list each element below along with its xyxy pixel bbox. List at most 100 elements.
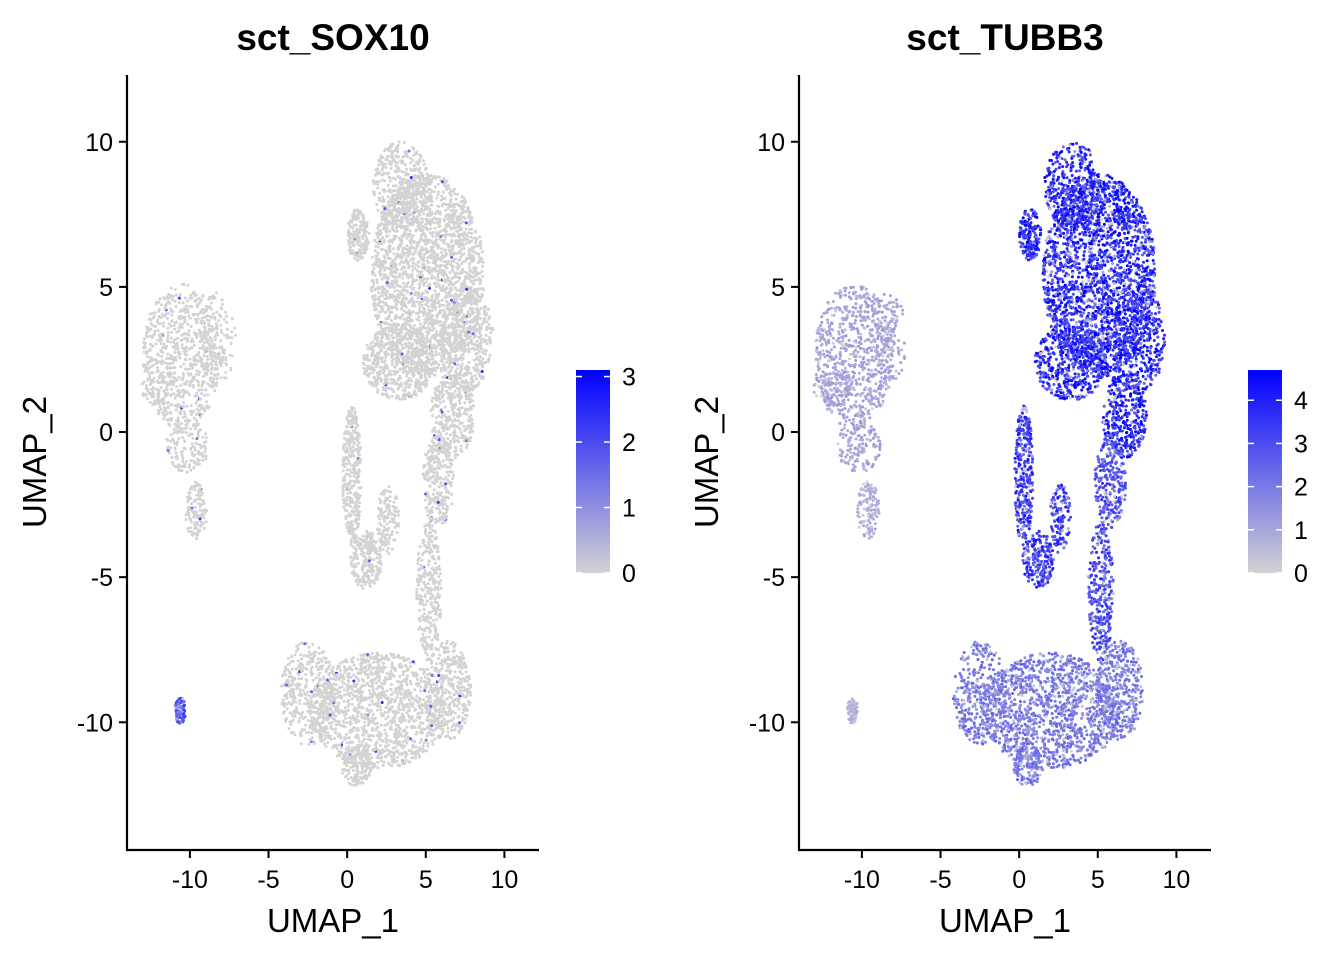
cell-point bbox=[207, 333, 210, 336]
cell-point bbox=[480, 297, 483, 300]
cell-point bbox=[193, 356, 196, 359]
cell-point bbox=[426, 256, 429, 259]
cell-point bbox=[176, 707, 179, 710]
cell-point bbox=[446, 267, 449, 270]
cell-point bbox=[183, 704, 186, 707]
cell-point bbox=[377, 345, 380, 348]
cell-point bbox=[465, 221, 468, 224]
cell-point bbox=[406, 250, 409, 253]
cell-point bbox=[203, 512, 206, 515]
cell-point bbox=[162, 325, 165, 328]
cell-point bbox=[207, 298, 210, 301]
cell-point bbox=[409, 299, 412, 302]
cell-point bbox=[396, 248, 399, 251]
cell-point bbox=[460, 331, 463, 334]
cell-point bbox=[405, 168, 408, 171]
cell-point bbox=[474, 374, 477, 377]
cell-point bbox=[188, 305, 191, 308]
cell-point bbox=[382, 273, 385, 276]
cell-point bbox=[201, 317, 204, 320]
cell-point bbox=[184, 447, 187, 450]
cell-point bbox=[419, 154, 422, 157]
cell-point bbox=[466, 206, 469, 209]
cell-point bbox=[196, 369, 199, 372]
cell-point bbox=[370, 279, 373, 282]
cell-point bbox=[445, 350, 448, 353]
cell-point bbox=[406, 203, 409, 206]
cell-point bbox=[392, 184, 395, 187]
cell-point bbox=[199, 505, 202, 508]
cell-point bbox=[467, 310, 470, 313]
cell-point bbox=[206, 406, 209, 409]
cell-point bbox=[415, 167, 418, 170]
cell-point bbox=[175, 403, 178, 406]
cell-point bbox=[192, 532, 195, 535]
cell-point bbox=[423, 188, 426, 191]
cell-point bbox=[458, 224, 461, 227]
cell-point bbox=[422, 200, 425, 203]
cell-point bbox=[363, 356, 366, 359]
cell-point bbox=[465, 338, 468, 341]
cell-point bbox=[485, 326, 488, 329]
cell-point bbox=[444, 368, 447, 371]
cell-point bbox=[197, 384, 200, 387]
cell-point bbox=[454, 313, 457, 316]
cell-point bbox=[376, 391, 379, 394]
cell-point bbox=[396, 308, 399, 311]
cell-point bbox=[147, 329, 150, 332]
cell-point bbox=[452, 253, 455, 256]
cell-point bbox=[475, 322, 478, 325]
cell-point bbox=[197, 381, 200, 384]
cell-point bbox=[391, 363, 394, 366]
cell-point bbox=[196, 313, 199, 316]
cell-point bbox=[195, 437, 198, 440]
cell-point bbox=[193, 360, 196, 363]
cell-point bbox=[465, 242, 468, 245]
cell-point bbox=[463, 334, 466, 337]
cell-point bbox=[407, 254, 410, 257]
cell-point bbox=[420, 383, 423, 386]
cell-point bbox=[462, 216, 465, 219]
cell-point bbox=[464, 350, 467, 353]
cell-point bbox=[386, 284, 389, 287]
cell-point bbox=[145, 384, 148, 387]
cell-point bbox=[182, 301, 185, 304]
cell-point bbox=[167, 334, 170, 337]
cell-point bbox=[403, 356, 406, 359]
cell-point bbox=[453, 362, 456, 365]
cell-point bbox=[212, 328, 215, 331]
cell-point bbox=[420, 295, 423, 298]
cell-point bbox=[181, 309, 184, 312]
cell-point bbox=[411, 333, 414, 336]
cell-point bbox=[463, 326, 466, 329]
cell-point bbox=[413, 339, 416, 342]
cell-point bbox=[181, 431, 184, 434]
cell-point bbox=[403, 187, 406, 190]
cell-point bbox=[195, 392, 198, 395]
cell-point bbox=[376, 241, 379, 244]
cell-point bbox=[417, 241, 420, 244]
cell-point bbox=[381, 334, 384, 337]
cell-point bbox=[392, 266, 395, 269]
cell-point bbox=[426, 214, 429, 217]
cell-point bbox=[471, 321, 474, 324]
cell-point bbox=[173, 339, 176, 342]
cell-point bbox=[194, 427, 197, 430]
cell-point bbox=[425, 201, 428, 204]
cell-point bbox=[381, 366, 384, 369]
cell-point bbox=[143, 337, 146, 340]
cell-point bbox=[210, 376, 213, 379]
cell-point bbox=[412, 354, 415, 357]
cell-point bbox=[468, 262, 471, 265]
cell-point bbox=[173, 351, 176, 354]
cell-point bbox=[379, 373, 382, 376]
cell-point bbox=[372, 264, 375, 267]
cell-point bbox=[225, 315, 228, 318]
cell-point bbox=[395, 154, 398, 157]
cell-point bbox=[468, 266, 471, 269]
cell-point bbox=[451, 322, 454, 325]
cell-point bbox=[445, 253, 448, 256]
cell-point bbox=[145, 387, 148, 390]
cell-point bbox=[159, 408, 162, 411]
cell-point bbox=[202, 459, 205, 462]
